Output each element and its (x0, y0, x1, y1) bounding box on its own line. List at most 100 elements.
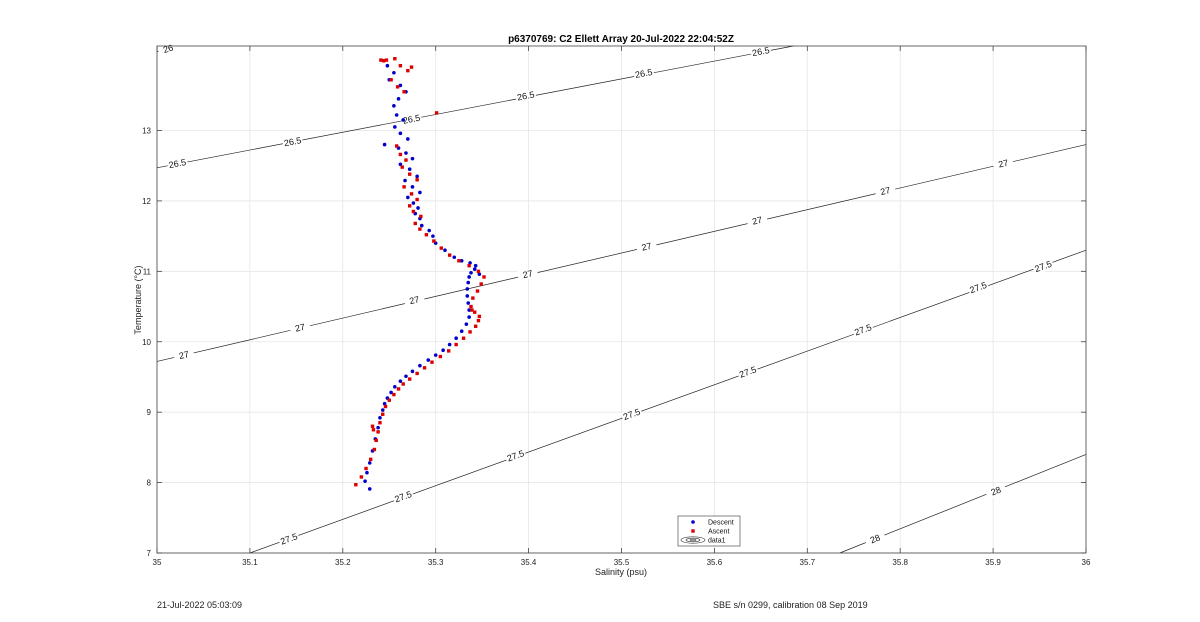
descent-point (416, 206, 420, 210)
y-tick-label: 7 (147, 549, 152, 558)
ascent-point (419, 214, 423, 219)
ascent-point (432, 239, 436, 243)
x-axis-label: Salinity (psu) (595, 567, 647, 577)
contour-label: 27 (294, 322, 306, 334)
descent-point (404, 374, 408, 379)
ascent-point (468, 330, 472, 334)
ascent-point (371, 428, 376, 432)
ascent-point (477, 314, 482, 319)
contour-label: 27 (879, 185, 891, 197)
ascent-point (475, 289, 480, 293)
contour-label-group: 27 (289, 320, 311, 335)
contour-label-background (516, 267, 539, 282)
descent-point (464, 322, 469, 326)
legend-data1-label: data1 (708, 538, 726, 545)
contour-label-background (173, 347, 195, 363)
contour-label: 27 (997, 158, 1009, 170)
ascent-point (406, 68, 410, 73)
axes: 35 35.1 35.2 35.3 35.4 35.5 35.6 35.7 35.8 35.9 36… (142, 46, 1091, 567)
descent-point (396, 97, 401, 101)
contour-label: 28 (989, 485, 1002, 498)
ascent-point (396, 387, 401, 391)
ascent-point (409, 192, 414, 196)
descent-point (410, 185, 415, 189)
descent-point (465, 294, 470, 298)
descent-point (367, 487, 372, 491)
ascent-point (407, 377, 412, 381)
ascent-point (404, 158, 408, 162)
ascent-point (473, 324, 478, 328)
descent-point (398, 162, 403, 167)
ascent-point (402, 185, 406, 189)
descent-point (382, 142, 387, 147)
descent-point (452, 255, 457, 260)
ascent-point (394, 144, 399, 148)
ascent-point (471, 296, 475, 300)
legend-box (677, 515, 741, 547)
ascent-point (384, 58, 389, 62)
contour-label: 26.5 (283, 135, 302, 148)
legend[interactable]: Descent Ascent data1 (677, 515, 741, 547)
contour-label: 26.5 (751, 45, 770, 58)
ascent-point (409, 65, 414, 69)
y-tick-label: 8 (147, 479, 152, 488)
contour-label-background (874, 183, 897, 199)
ascent-point (383, 404, 388, 409)
y-tick-label: 11 (143, 267, 152, 276)
ascent-point (482, 275, 486, 279)
contour-label-group: 27 (635, 239, 658, 254)
descent-point (382, 401, 387, 406)
x-tick-label: 35.7 (800, 558, 816, 567)
ascent-point (387, 398, 391, 402)
ascent-point (415, 371, 419, 376)
descent-point (466, 280, 471, 285)
ascent-point (413, 221, 417, 226)
descent-point (467, 315, 471, 319)
ascent-point (476, 318, 481, 323)
ascent-point (364, 466, 368, 471)
contour-label-background (736, 363, 759, 381)
ascent-point (398, 152, 403, 157)
x-tick-label: 35.4 (521, 558, 537, 567)
contour-label-background (633, 66, 655, 81)
contour-label-group: 26.5 (750, 44, 772, 59)
descent-point (389, 390, 393, 395)
ascent-point (378, 421, 382, 425)
contour-label-group: 27 (516, 267, 539, 282)
ascent-point (407, 172, 412, 176)
ascent-point (422, 366, 427, 370)
descent-point (426, 358, 431, 362)
descent-point (363, 479, 367, 483)
contour-label-background (863, 530, 887, 548)
ascent-point (418, 227, 422, 231)
ascent-point (473, 310, 477, 314)
descent-point (443, 248, 447, 253)
y-tick-label: 9 (147, 408, 152, 417)
ascent-point (401, 382, 405, 386)
descent-point (407, 167, 412, 172)
ascent-point (400, 165, 404, 169)
contour-label-group: 28 (863, 530, 887, 548)
ascent-point (457, 259, 461, 263)
ascent-point (430, 360, 434, 364)
contour-label-background (281, 134, 304, 149)
descent-point (410, 156, 415, 161)
x-tick-label: 35.2 (335, 558, 351, 567)
ascent-point (354, 482, 358, 487)
descent-point (393, 385, 397, 389)
density-contours: 2626.526.526.526.526.526.527272727272727… (156, 41, 1087, 554)
contour-label-group: 26.5 (166, 156, 189, 171)
descent-point (467, 275, 471, 279)
descent-point (410, 369, 415, 374)
legend-descent-label: Descent (708, 520, 734, 527)
ascent-point (376, 430, 380, 434)
contour-label: 26.5 (402, 113, 421, 126)
legend-descent-marker (691, 520, 695, 524)
contour-label-group: 27 (874, 183, 897, 199)
density-contour-26.5 (156, 45, 794, 169)
descent-point (447, 342, 452, 347)
descent-point (392, 70, 396, 75)
footer-calibration: SBE s/n 0299, calibration 08 Sep 2019 (713, 600, 868, 610)
contour-label: 27 (178, 349, 190, 361)
